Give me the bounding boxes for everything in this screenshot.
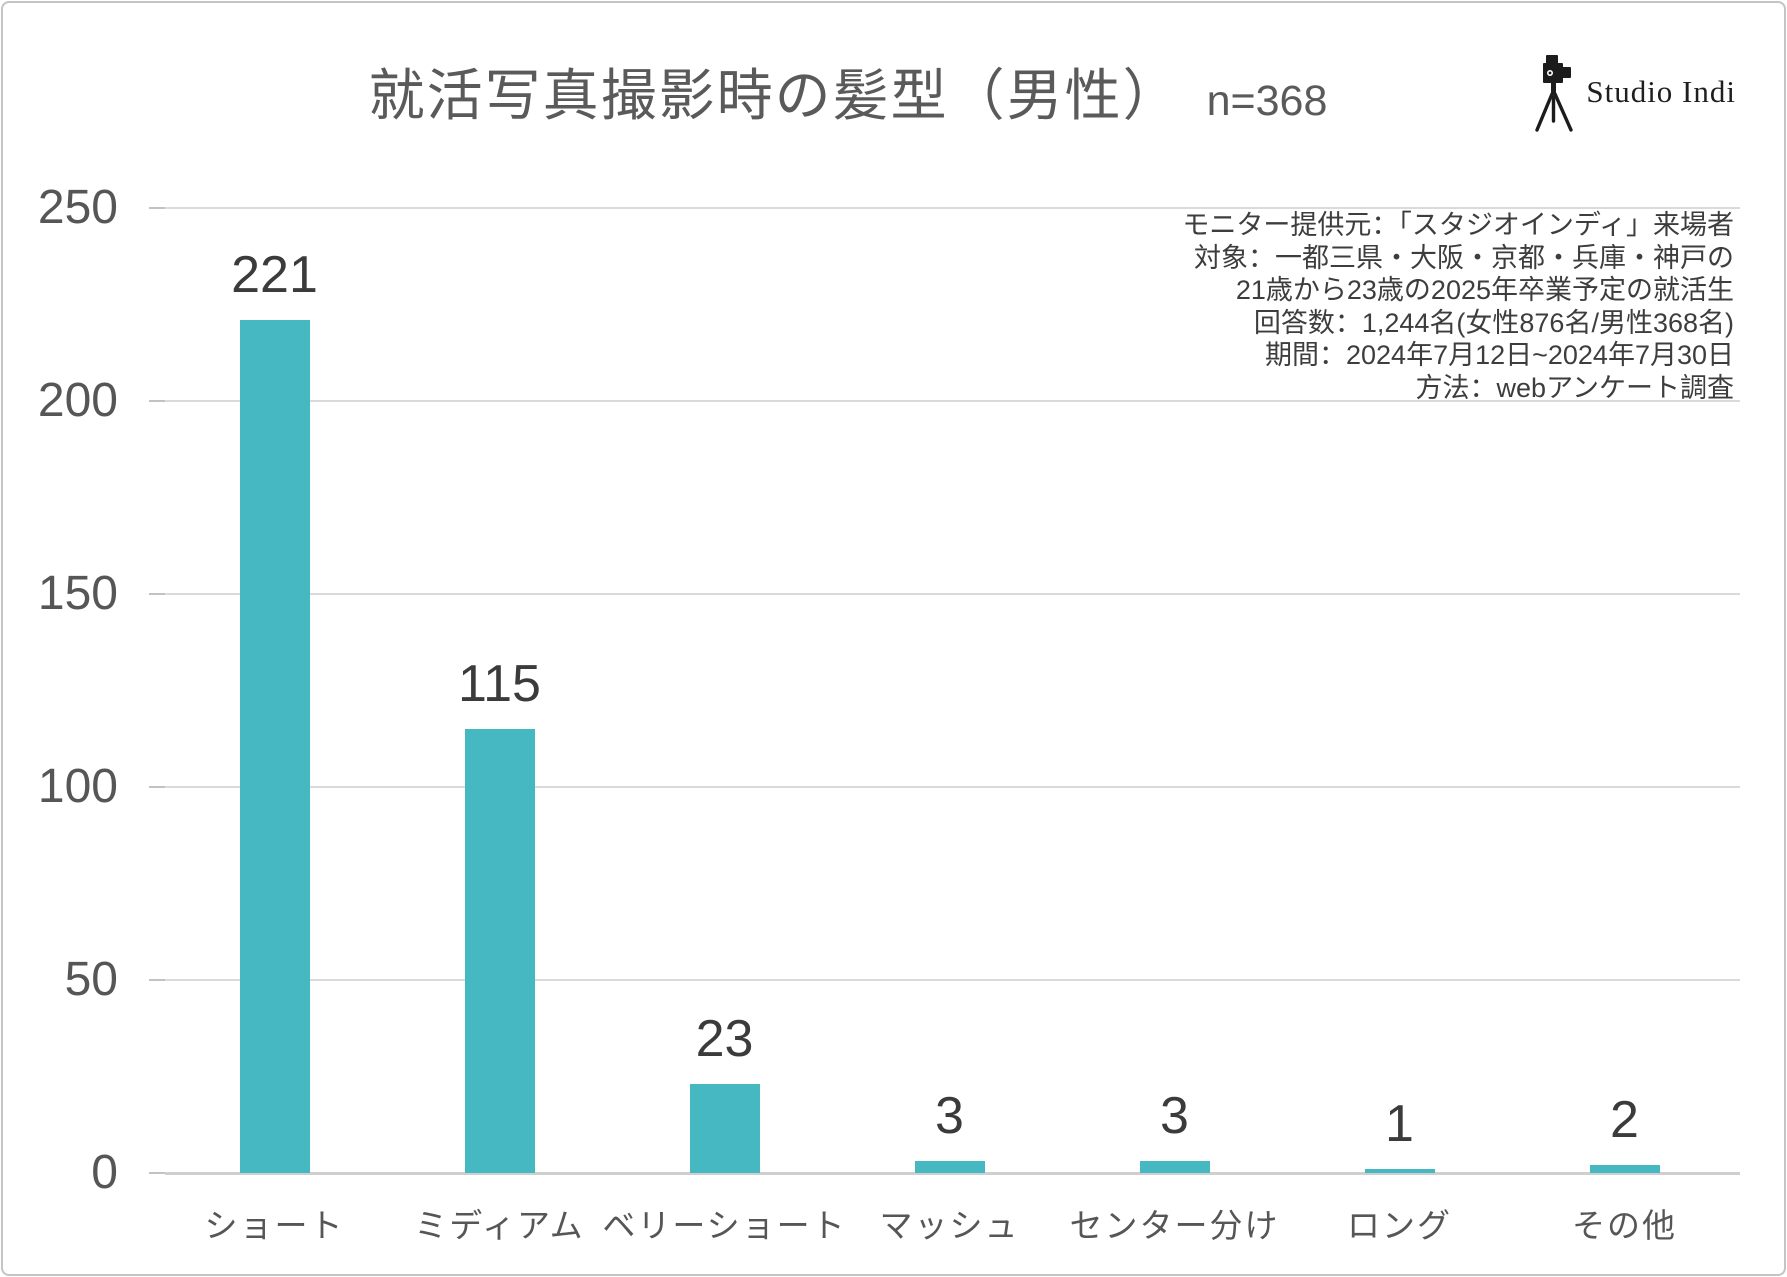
bar-value-label-2: 23 [695,1010,754,1069]
survey-note: モニター提供元：「スタジオインディ」来場者 対象：一都三県・大阪・京都・兵庫・神… [1182,209,1734,404]
category-label-1: ミディアム [414,1207,585,1244]
note-line: 回答数：1,244名(女性876名/男性368名) [1253,307,1734,338]
y-tick-0 [149,1172,165,1174]
bar-4 [1139,1161,1210,1173]
note-line: 期間：2024年7月12日~2024年7月30日 [1265,340,1734,370]
note-line: 方法：webアンケート調査 [1415,372,1734,403]
y-axis-label-150: 150 [37,567,118,620]
gridline-50 [165,979,1740,981]
chart-title: 就活写真撮影時の髪型（男性） [368,64,1181,127]
chart-title-row: 就活写真撮影時の髪型（男性） n=368 [3,51,1693,132]
studio-name: Studio Indi [1586,74,1736,109]
category-label-5: ロング [1347,1207,1452,1244]
y-axis-label-0: 0 [91,1146,118,1199]
bar-value-label-6: 2 [1610,1091,1639,1150]
y-axis-label-50: 50 [64,953,118,1006]
y-tick-200 [149,400,165,402]
bar-1 [464,729,535,1173]
gridline-200 [165,400,1740,402]
bar-3 [914,1161,985,1173]
bar-5 [1364,1169,1435,1173]
y-tick-250 [149,207,165,209]
gridline-150 [165,593,1740,595]
bar-value-label-3: 3 [935,1087,964,1146]
y-axis-label-250: 250 [37,181,118,234]
gridline-100 [165,786,1740,788]
bar-value-label-1: 115 [458,655,541,714]
note-line: モニター提供元：「スタジオインディ」来場者 [1182,210,1734,240]
category-label-3: マッシュ [879,1207,1020,1244]
studio-logo: Studio Indi [1531,51,1736,133]
bar-value-label-0: 221 [231,245,318,304]
note-line: 対象：一都三県・大阪・京都・兵庫・神戸の [1194,242,1734,273]
plot-area: 0 50 100 150 200 250 221 ショート 115 ミディアム 23 ベリーショート 3… [3,3,1784,1274]
camera-tripod-icon [1535,55,1574,132]
sample-size-label: n=368 [1206,77,1328,125]
bar-value-label-4: 3 [1160,1087,1189,1146]
category-label-2: ベリーショート [602,1207,847,1244]
y-tick-50 [149,979,165,981]
category-label-4: センター分け [1069,1207,1280,1244]
y-tick-150 [149,593,165,595]
bar-6 [1589,1165,1660,1173]
bar-value-label-5: 1 [1385,1095,1414,1154]
y-tick-100 [149,786,165,788]
y-axis-label-100: 100 [37,760,118,813]
bar-0 [239,319,310,1173]
y-axis-label-200: 200 [37,374,118,427]
category-label-6: その他 [1572,1207,1677,1244]
note-line: 21歳から23歳の2025年卒業予定の就活生 [1235,275,1734,305]
gridline-0 [165,1171,1740,1175]
gridline-250 [165,207,1740,209]
bar-2 [689,1084,760,1173]
category-label-0: ショート [204,1207,345,1244]
